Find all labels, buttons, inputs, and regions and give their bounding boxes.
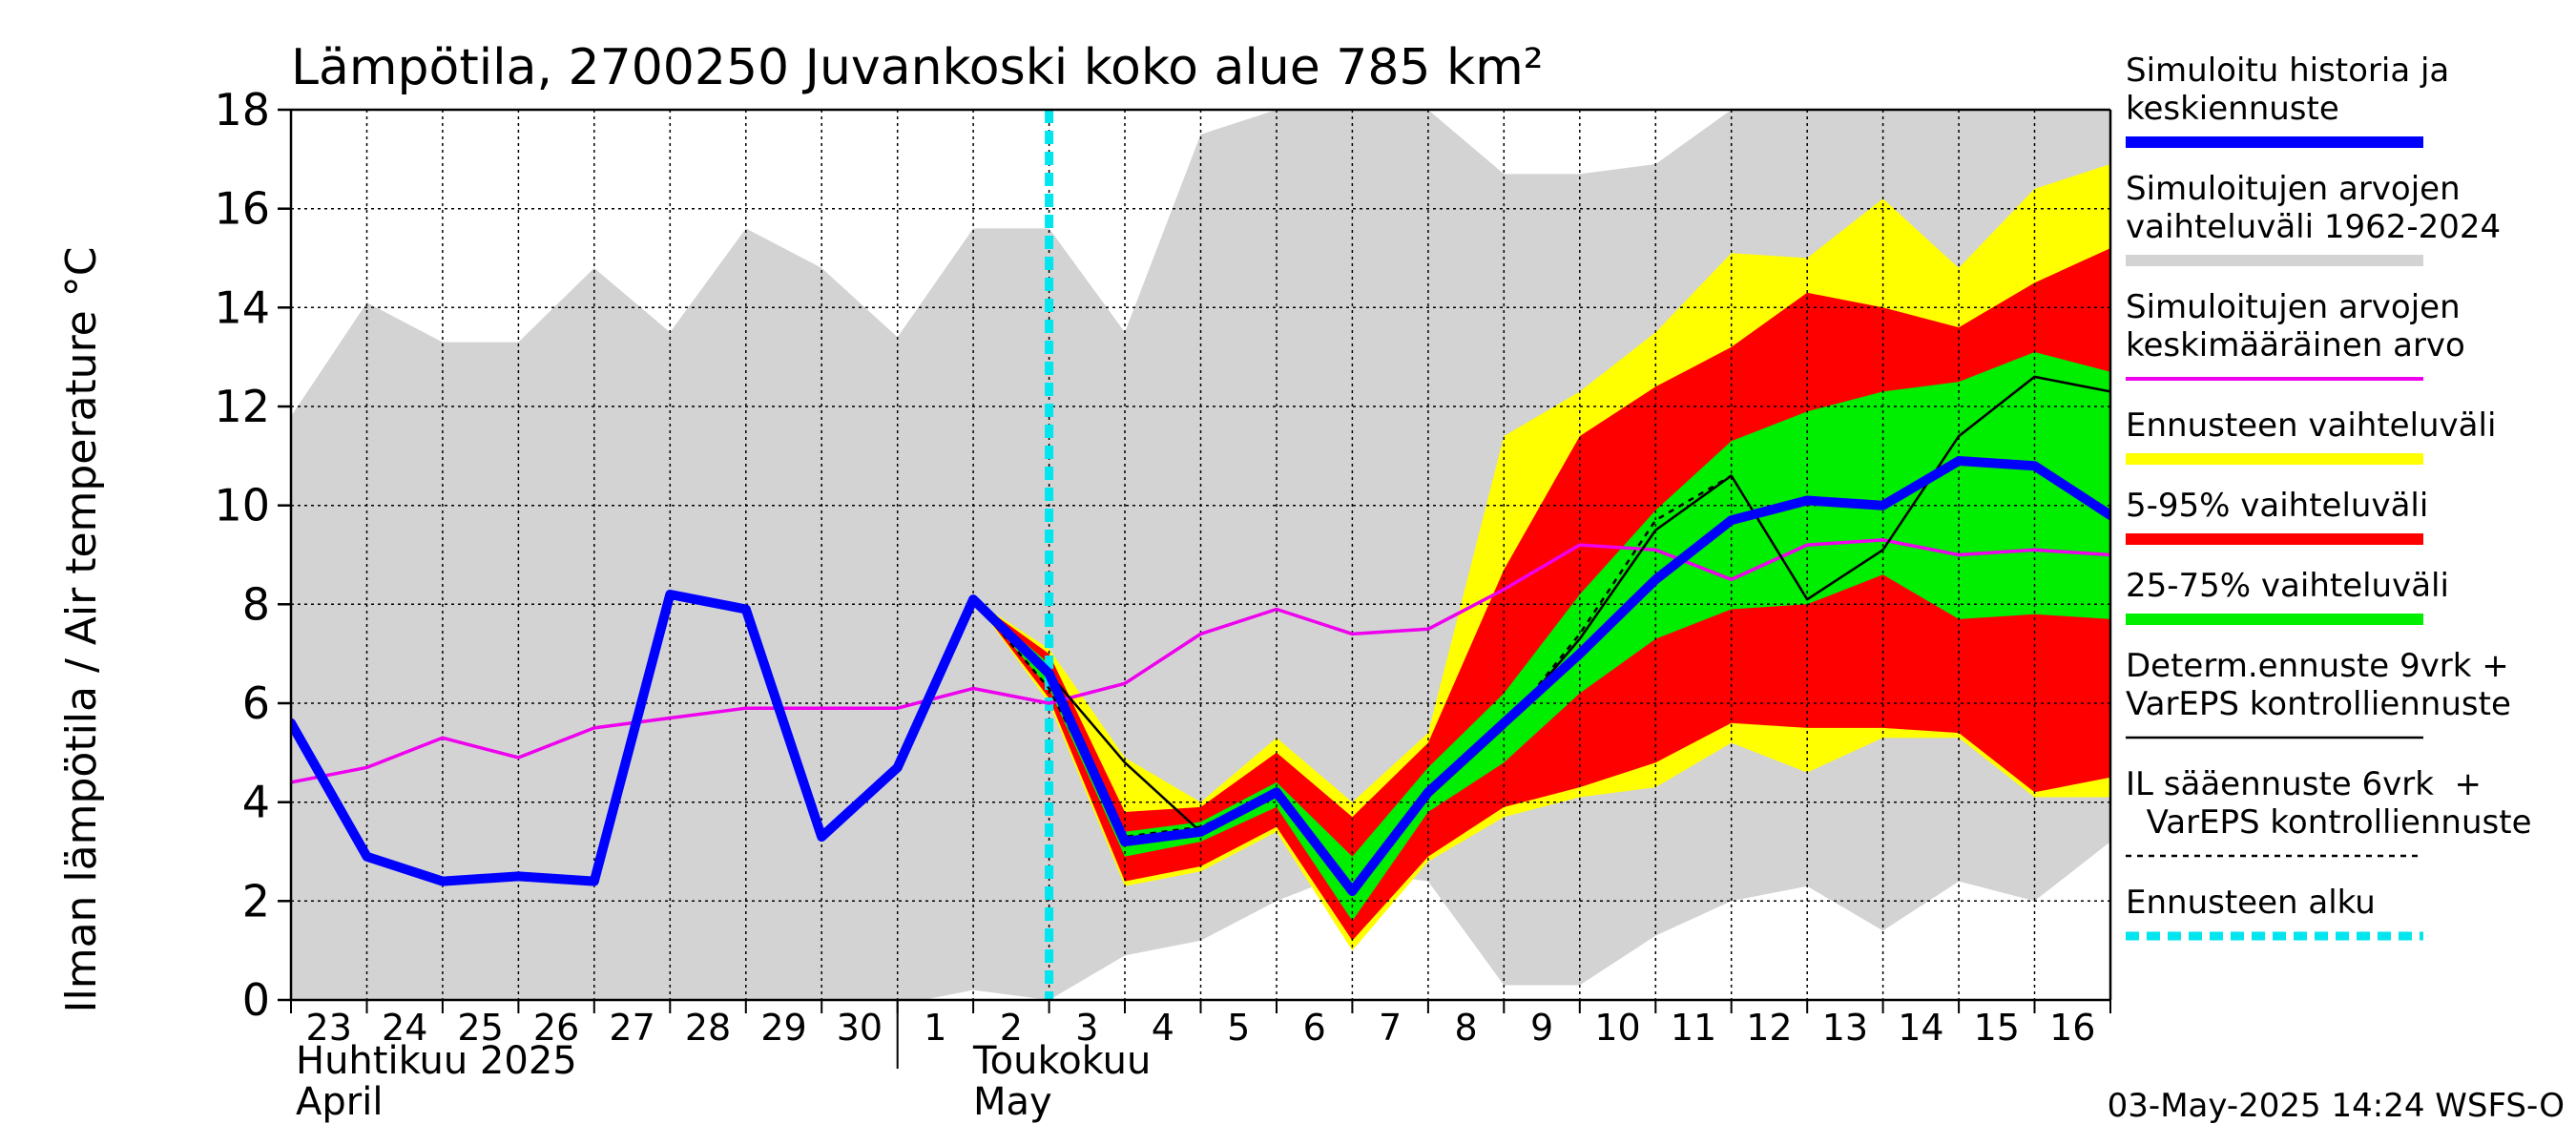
legend-label-2-1: keskimääräinen arvo	[2126, 326, 2465, 364]
y-tick-label-0: 0	[242, 974, 270, 1026]
series-lines	[291, 110, 2110, 1000]
y-tick-label-8: 16	[214, 183, 270, 235]
x-tick-label-10: 3	[1075, 1007, 1098, 1049]
y-axis-ticks: 0 2 4 6 8 10 12 14 16 18	[214, 84, 291, 1026]
x-tick-label-4: 27	[609, 1007, 654, 1049]
legend-label-1-1: vaihteluväli 1962-2024	[2126, 208, 2501, 246]
legend-label-5-0: 25-75% vaihteluväli	[2126, 567, 2449, 605]
legend-label-0-1: keskiennuste	[2126, 90, 2339, 128]
legend-label-7-0: IL sääennuste 6vrk +	[2126, 765, 2482, 803]
x-tick-label-5: 28	[685, 1007, 731, 1049]
legend-label-1-0: Simuloitujen arvojen	[2126, 170, 2461, 208]
x-tick-label-20: 13	[1822, 1007, 1868, 1049]
x-tick-label-18: 11	[1671, 1007, 1716, 1049]
x-tick-label-16: 9	[1530, 1007, 1553, 1049]
legend-label-4-0: 5-95% vaihteluväli	[2126, 487, 2428, 525]
x-tick-label-9: 2	[1000, 1007, 1023, 1049]
x-tick-label-23: 16	[2049, 1007, 2095, 1049]
series-line-3	[291, 456, 2110, 896]
month-label-may-fi: Toukokuu	[972, 1039, 1151, 1083]
x-tick-label-8: 1	[924, 1007, 946, 1049]
x-tick-label-0: 23	[306, 1007, 352, 1049]
band-3	[973, 352, 2110, 922]
y-tick-label-4: 8	[242, 578, 270, 630]
y-tick-label-3: 6	[242, 677, 270, 729]
x-tick-label-15: 8	[1455, 1007, 1478, 1049]
legend-label-0-0: Simuloitu historia ja	[2126, 52, 2449, 90]
legend-label-3-0: Ennusteen vaihteluväli	[2126, 406, 2496, 445]
x-axis-ticks: 23 24 25 26 27 28 29 30 1 2 3 4 5 6 7 8 9 10 11 12 13 14 15 16	[290, 1000, 2111, 1069]
legend-label-7-1: VarEPS kontrolliennuste	[2126, 803, 2531, 842]
y-tick-label-9: 18	[214, 84, 270, 135]
x-tick-label-3: 26	[533, 1007, 579, 1049]
x-tick-label-19: 12	[1746, 1007, 1792, 1049]
series-line-0	[291, 538, 2110, 784]
y-axis-label: Ilman lämpötila / Air temperature °C	[57, 247, 106, 1013]
x-tick-label-2: 25	[457, 1007, 503, 1049]
x-tick-label-6: 29	[760, 1007, 806, 1049]
x-tick-label-7: 30	[837, 1007, 883, 1049]
y-tick-label-1: 2	[242, 875, 270, 926]
chart-title: Lämpötila, 2700250 Juvankoski koko alue …	[291, 39, 1544, 96]
legend-label-2-0: Simuloitujen arvojen	[2126, 288, 2461, 326]
x-tick-label-22: 15	[1974, 1007, 2020, 1049]
x-tick-label-12: 5	[1227, 1007, 1250, 1049]
timestamp: 03-May-2025 14:24 WSFS-O	[2108, 1087, 2565, 1125]
y-tick-label-7: 14	[214, 281, 270, 333]
month-label-april-fi: Huhtikuu 2025	[296, 1039, 577, 1083]
legend-label-6-0: Determ.ennuste 9vrk +	[2126, 647, 2509, 685]
month-label-may-en: May	[973, 1080, 1052, 1124]
y-tick-label-2: 4	[242, 777, 270, 828]
x-tick-label-11: 4	[1152, 1007, 1174, 1049]
grid-lines	[291, 109, 2110, 1000]
x-tick-label-1: 24	[382, 1007, 427, 1049]
x-tick-label-14: 7	[1379, 1007, 1402, 1049]
x-tick-label-13: 6	[1303, 1007, 1326, 1049]
legend-label-6-1: VarEPS kontrolliennuste	[2126, 685, 2511, 723]
x-tick-label-21: 14	[1898, 1007, 1943, 1049]
x-tick-label-17: 10	[1594, 1007, 1640, 1049]
y-tick-label-6: 12	[214, 381, 270, 432]
y-tick-label-5: 10	[214, 480, 270, 531]
legend-label-8-0: Ennusteen alku	[2126, 884, 2376, 922]
month-label-april-en: April	[296, 1080, 383, 1124]
